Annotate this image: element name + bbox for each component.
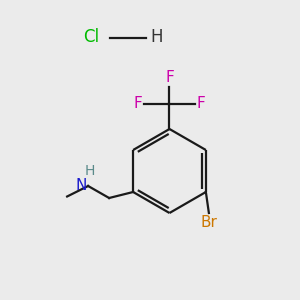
Text: F: F [165,70,174,86]
Text: F: F [196,96,205,111]
Text: H: H [150,28,163,46]
Text: N: N [75,178,87,194]
Text: Cl: Cl [83,28,99,46]
Text: F: F [134,96,142,111]
Text: H: H [84,164,95,178]
Text: Br: Br [200,214,217,230]
